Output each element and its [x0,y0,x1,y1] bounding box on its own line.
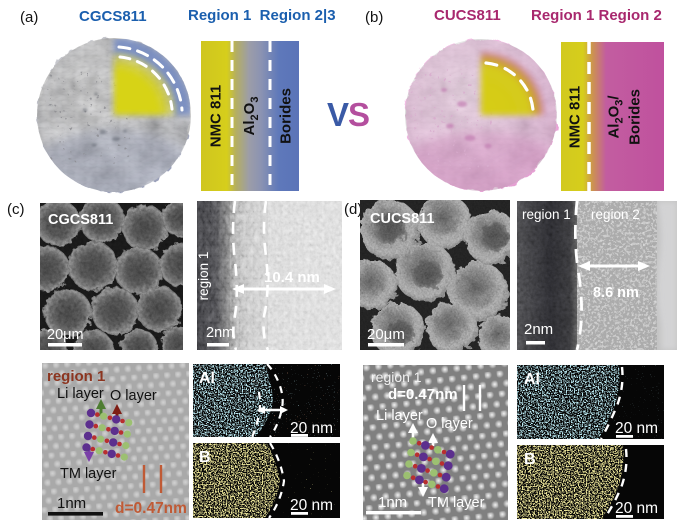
svg-text:O layer: O layer [110,388,157,404]
svg-text:d=0.47nm: d=0.47nm [388,386,458,403]
svg-text:20 nm: 20 nm [615,500,658,517]
svg-text:Li layer: Li layer [376,408,423,424]
svg-text:2nm: 2nm [206,325,234,341]
svg-text:Li layer: Li layer [57,386,104,402]
svg-text:region 1: region 1 [197,252,211,301]
svg-text:10.4 nm: 10.4 nm [264,269,320,286]
svg-text:20μm: 20μm [367,326,405,343]
svg-text:1nm: 1nm [378,494,407,511]
svg-text:d=0.47nm: d=0.47nm [115,500,187,517]
svg-text:20 nm: 20 nm [290,497,333,514]
svg-text:B: B [199,449,211,466]
svg-text:CGCS811: CGCS811 [48,212,113,228]
svg-text:TM layer: TM layer [60,466,117,482]
svg-text:region 1: region 1 [371,369,422,385]
svg-text:B: B [524,451,536,468]
svg-text:8.6 nm: 8.6 nm [593,285,639,301]
svg-text:O layer: O layer [426,416,473,432]
svg-text:Al: Al [524,371,540,388]
svg-text:region 1: region 1 [47,368,105,385]
svg-text:20 nm: 20 nm [290,420,333,437]
svg-text:CUCS811: CUCS811 [370,211,434,227]
svg-text:1nm: 1nm [57,495,86,512]
svg-text:TM layer: TM layer [428,495,485,511]
svg-text:Al: Al [199,370,215,387]
svg-text:region 1: region 1 [522,207,571,222]
svg-text:20 nm: 20 nm [615,420,658,437]
svg-text:2nm: 2nm [524,321,553,338]
svg-text:region 2: region 2 [591,207,640,222]
svg-text:20μm: 20μm [47,327,84,343]
